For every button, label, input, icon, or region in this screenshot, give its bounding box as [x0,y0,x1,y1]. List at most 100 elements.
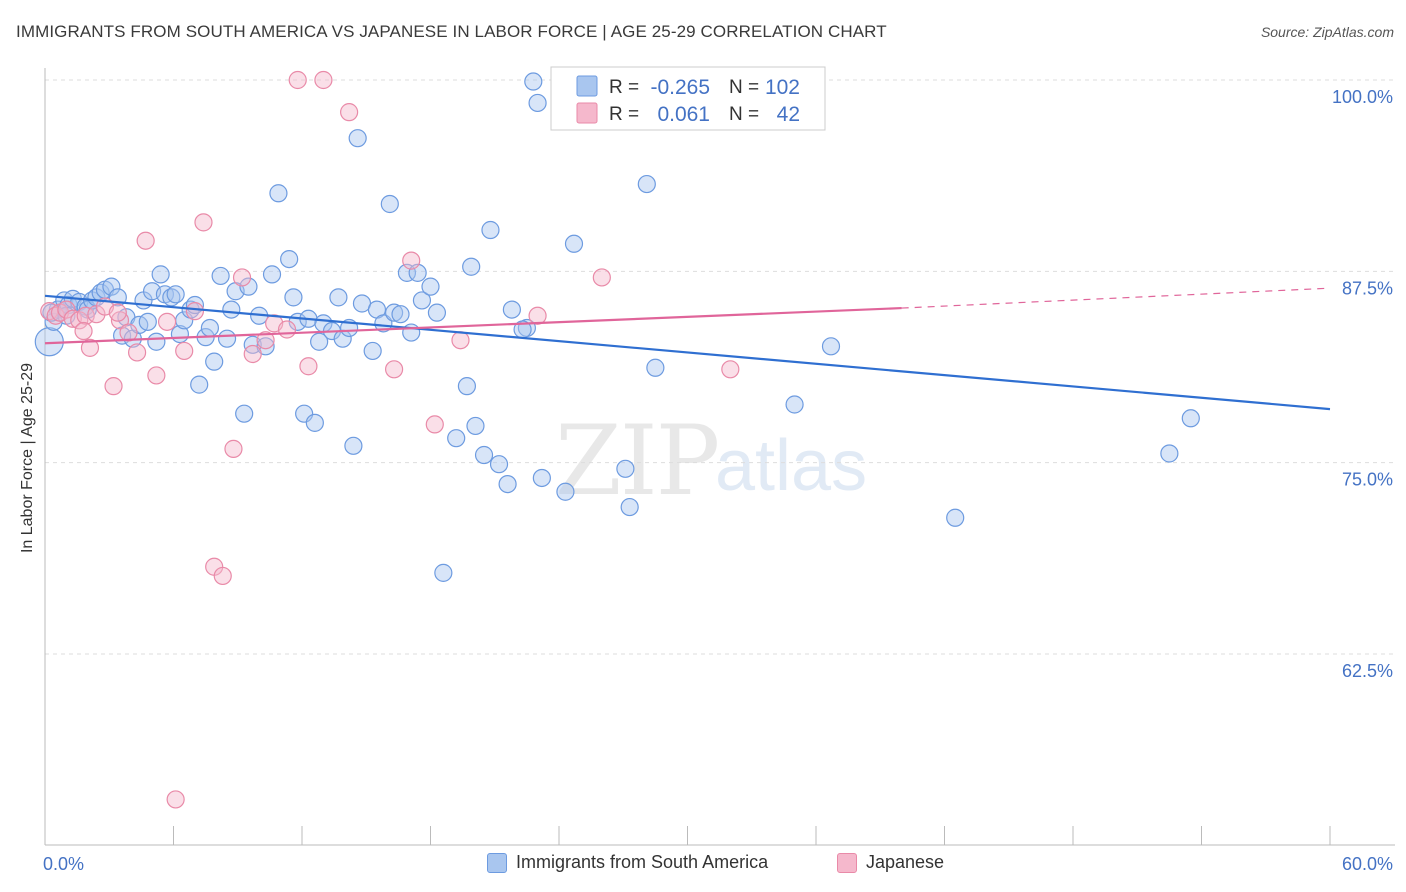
data-point [785,395,804,414]
axes [44,68,1395,846]
data-point [136,231,155,250]
correlation-legend: R = -0.265 N = 102 R = 0.061 N = 42 [550,66,826,131]
x-tick-label: 60.0% [1342,854,1393,874]
data-point [466,416,485,436]
legend-n-label-blue: N = [729,77,759,98]
legend-n-label-pink: N = [729,104,759,125]
trend-lines [44,287,1331,411]
data-point [447,429,466,448]
data-point [391,305,410,324]
y-tick-label: 100.0% [1332,87,1393,107]
y-tick-label: 87.5% [1342,278,1393,298]
data-point [284,288,303,307]
data-point [269,184,288,203]
data-point [147,332,166,351]
data-point [211,266,230,286]
data-point [222,300,241,319]
grid-lines [45,79,1395,655]
data-point [340,103,359,122]
data-point [80,338,100,357]
data-point [374,314,393,333]
legend-item-japanese[interactable]: Japanese [837,852,944,873]
data-point [502,300,521,319]
data-point [147,366,166,385]
data-point [329,288,348,307]
data-point [620,497,639,517]
data-point [310,332,329,351]
legend-swatch-japanese [837,852,857,873]
data-point [425,415,444,434]
data-point [185,302,205,321]
data-point [821,337,841,356]
data-point [1181,409,1200,428]
data-point [474,445,494,465]
legend-label-japanese: Japanese [866,852,945,872]
y-tick-label: 62.5% [1342,661,1393,681]
trend-line-japanese [44,306,902,345]
data-point [262,265,282,284]
data-point [532,468,551,488]
trend-line-japanese-extension [901,287,1331,309]
data-point [213,566,232,586]
data-point [616,459,635,478]
data-point [637,174,656,194]
data-point [157,312,177,331]
data-point [200,318,220,338]
data-point [288,70,307,90]
tick-labels: 62.5% 75.0% 87.5% 100.0% 0.0% 60.0% [43,87,1393,874]
data-point [102,277,121,296]
legend-item-immigrants[interactable]: Immigrants from South America [487,852,768,873]
data-point [127,343,147,362]
data-point [224,439,243,458]
data-point [243,344,262,364]
data-point [166,790,185,809]
data-point [421,277,440,296]
data-point [190,375,209,394]
data-point [104,377,123,396]
legend-r-label-pink: R = [609,104,639,125]
data-point [166,285,185,304]
data-point [314,70,333,90]
data-point [239,277,258,296]
data-point [481,220,500,240]
data-point [305,413,324,432]
data-point [299,357,318,376]
data-point [217,329,237,348]
data-point [528,306,547,325]
data-point [277,320,297,339]
data-point [205,352,224,371]
data-point [194,213,213,232]
data-point [138,312,157,331]
legend-swatch-pink [576,102,598,124]
data-point [489,455,509,474]
data-point [412,291,432,310]
data-point [384,303,404,322]
data-point [402,251,421,270]
data-point [946,508,965,527]
data-point [235,404,254,423]
data-point [462,257,481,276]
data-point [434,563,453,582]
data-point [344,436,363,455]
data-point [57,300,76,319]
legend-n-value-pink: 42 [777,103,800,126]
data-point [232,268,252,287]
data-point [119,323,138,342]
data-point [108,303,127,322]
legend-n-value-blue: 102 [765,76,800,99]
legend-r-value-blue: -0.265 [650,76,710,99]
data-point [380,194,399,214]
data-point [556,482,575,501]
data-point [451,331,470,350]
x-tick-label: 0.0% [43,854,84,874]
data-point [151,265,170,284]
data-point [1160,444,1179,463]
data-point [564,234,584,253]
series-legend: Immigrants from South America Japanese [0,852,1406,878]
legend-r-label-blue: R = [609,77,639,98]
legend-label-immigrants: Immigrants from South America [516,852,769,872]
data-point [528,93,547,113]
series-immigrants-points [34,70,1200,582]
data-point [70,311,89,330]
